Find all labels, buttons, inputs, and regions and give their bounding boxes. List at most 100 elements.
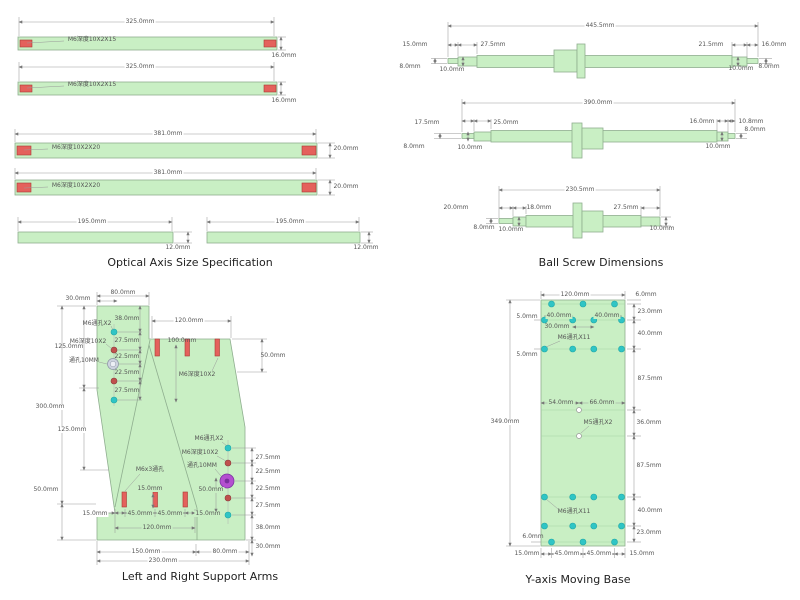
dim-label: 27.5mm xyxy=(114,387,140,394)
dim-label: 125.0mm xyxy=(56,426,88,433)
dim-label: 36.0mm xyxy=(636,419,662,426)
dim-label: 195.0mm xyxy=(76,218,108,225)
dim-label: 15.0mm xyxy=(81,510,109,517)
dim-label: 38.0mm xyxy=(114,315,140,322)
dim-label: 通孔10MM xyxy=(187,462,217,469)
section-title-ballscrew: Ball Screw Dimensions xyxy=(538,256,664,269)
dim-label: 8.0mm xyxy=(403,143,425,150)
dim-label: 15.0mm xyxy=(513,550,541,557)
dim-label: M6深度10X2X20 xyxy=(51,182,101,189)
section-title-ybase: Y-axis Moving Base xyxy=(525,573,631,586)
dim-label: 20.0mm xyxy=(333,183,359,190)
dim-label: M6通孔X11 xyxy=(557,334,591,341)
dim-label: M6通孔X2 xyxy=(194,435,224,442)
dim-label: 18.0mm xyxy=(526,204,552,211)
dim-label: 8.0mm xyxy=(758,63,780,70)
dim-label: M6通孔X2 xyxy=(82,320,112,327)
dim-label: 15.0mm xyxy=(402,41,428,48)
optical-bar-6 xyxy=(206,231,361,244)
dim-label: 22.5mm xyxy=(255,468,281,475)
dim-label: 通孔10MM xyxy=(69,357,99,364)
dim-label: 40.0mm xyxy=(593,312,621,319)
optical-bar-5 xyxy=(17,231,174,244)
dim-label: 15.0mm xyxy=(194,510,222,517)
dim-label: 87.5mm xyxy=(636,462,662,469)
dim-label: 230.5mm xyxy=(564,186,596,193)
dim-label: 20.0mm xyxy=(333,145,359,152)
dim-label: 23.0mm xyxy=(636,529,662,536)
dim-label: 390.0mm xyxy=(582,99,614,106)
dim-label: 80.0mm xyxy=(211,548,239,555)
dim-label: M6x3通孔 xyxy=(135,466,165,473)
support-arms-section xyxy=(57,292,267,565)
dim-label: 15.0mm xyxy=(628,550,656,557)
optical-bar-2 xyxy=(17,81,278,96)
dim-label: 30.0mm xyxy=(255,543,281,550)
dim-label: 50.0mm xyxy=(260,352,286,359)
dim-label: 12.0mm xyxy=(353,244,379,251)
dim-label: 27.5mm xyxy=(613,204,639,211)
dim-label: M5通孔X2 xyxy=(583,419,613,426)
dim-label: M6深度10X2 xyxy=(69,338,107,345)
dim-label: 50.0mm xyxy=(32,486,60,493)
dim-label: M6深度10X2 xyxy=(181,449,219,456)
ball-screw-2 xyxy=(434,99,747,159)
dim-label: 45.0mm xyxy=(126,510,154,517)
dim-label: 8.0mm xyxy=(473,224,495,231)
y-axis-base-section xyxy=(506,291,641,558)
dim-label: 17.5mm xyxy=(414,119,440,126)
dim-label: 54.0mm xyxy=(547,399,575,406)
dim-label: 10.0mm xyxy=(498,226,524,233)
dim-label: 50.0mm xyxy=(197,486,225,493)
ball-screw-section xyxy=(431,22,772,239)
dim-label: 80.0mm xyxy=(110,289,136,296)
dim-label: 12.0mm xyxy=(165,244,191,251)
dim-label: 349.0mm xyxy=(489,418,521,425)
dim-label: 30.0mm xyxy=(65,295,91,302)
dim-label: M6深度10X2X20 xyxy=(51,144,101,151)
y-base-plate xyxy=(540,299,626,547)
optical-bar-3 xyxy=(14,142,318,159)
optical-axis-section xyxy=(14,17,373,244)
dim-label: 8.0mm xyxy=(399,63,421,70)
dim-label: 45.0mm xyxy=(585,550,613,557)
support-arms-outline xyxy=(96,305,246,541)
dim-label: 100.0mm xyxy=(167,337,197,344)
dim-label: 38.0mm xyxy=(255,524,281,531)
dim-label: 66.0mm xyxy=(588,399,616,406)
dim-label: 20.0mm xyxy=(443,204,469,211)
dim-label: 120.0mm xyxy=(559,291,591,298)
dim-label: 16.0mm xyxy=(271,52,297,59)
dim-label: M6深度10X2X15 xyxy=(67,36,117,43)
dim-label: 25.0mm xyxy=(493,119,519,126)
dim-label: 40.0mm xyxy=(637,507,663,514)
dim-label: 381.0mm xyxy=(152,130,184,137)
dim-label: 195.0mm xyxy=(274,218,306,225)
dim-label: 10.0mm xyxy=(705,143,731,150)
dim-label: 6.0mm xyxy=(635,291,657,298)
dim-label: 40.0mm xyxy=(545,312,573,319)
dim-label: 5.0mm xyxy=(516,313,538,320)
dim-label: 10.0mm xyxy=(457,144,483,151)
dim-label: 27.5mm xyxy=(255,454,281,461)
dim-label: 325.0mm xyxy=(124,18,156,25)
dim-label: 16.0mm xyxy=(761,41,787,48)
dim-label: 6.0mm xyxy=(522,533,544,540)
dim-label: M6深度10X2 xyxy=(178,371,216,378)
dim-label: 381.0mm xyxy=(152,169,184,176)
dim-label: 27.5mm xyxy=(255,502,281,509)
dim-label: 150.0mm xyxy=(130,548,162,555)
dim-label: 45.0mm xyxy=(156,510,184,517)
dim-label: 22.5mm xyxy=(114,369,140,376)
dim-label: 120.0mm xyxy=(141,524,173,531)
dim-label: 125.0mm xyxy=(54,343,84,350)
dim-label: 10.8mm xyxy=(738,118,764,125)
dim-label: 21.5mm xyxy=(698,41,724,48)
dim-label: M6深度10X2X15 xyxy=(67,81,117,88)
dim-label: 300.0mm xyxy=(34,403,66,410)
dim-label: M6通孔X11 xyxy=(557,508,591,515)
dim-label: 10.0mm xyxy=(649,225,675,232)
